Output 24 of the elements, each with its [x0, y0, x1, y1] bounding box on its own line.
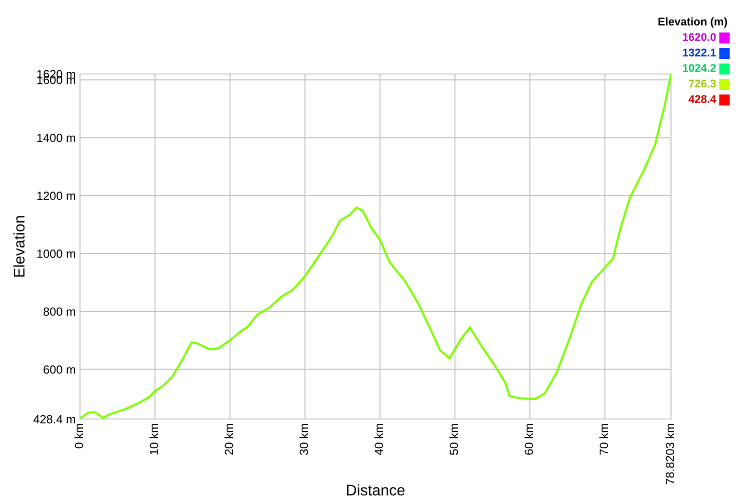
x-tick-label: 78.8203 km	[665, 424, 674, 484]
color-bar-label: 1620.0	[682, 33, 716, 41]
y-tick-label: 600 m	[44, 365, 76, 374]
color-bar-label: 428.4	[688, 95, 716, 103]
x-axis-title: Distance	[347, 484, 405, 496]
x-tick-label: 60 km	[524, 424, 534, 455]
color-bar-label: 1024.2	[682, 64, 716, 72]
y-axis-title: Elevation	[13, 216, 25, 277]
x-tick-label: 40 km	[374, 424, 384, 456]
y-tick-label: 1000 m	[37, 250, 76, 258]
y-tick-label: 428.4 m	[33, 415, 76, 424]
line-series	[80, 74, 671, 419]
color-bar-label: 1322.1	[682, 48, 716, 56]
y-tick-label: 800 m	[44, 307, 76, 316]
x-tick-label: 10 km	[149, 424, 158, 454]
y-tick-label: 1200 m	[37, 192, 76, 200]
color-bar-title: Elevation (m)	[658, 17, 727, 28]
color-bar-label: 726.3	[688, 80, 716, 88]
x-tick-label: 50 km	[449, 424, 458, 455]
x-tick-label: 20 km	[224, 424, 234, 455]
x-tick-label: 70 km	[599, 424, 608, 455]
y-tick-label: 1400 m	[37, 134, 76, 142]
x-tick-label: 0 km	[74, 424, 84, 448]
x-tick-label: 30 km	[299, 424, 308, 455]
